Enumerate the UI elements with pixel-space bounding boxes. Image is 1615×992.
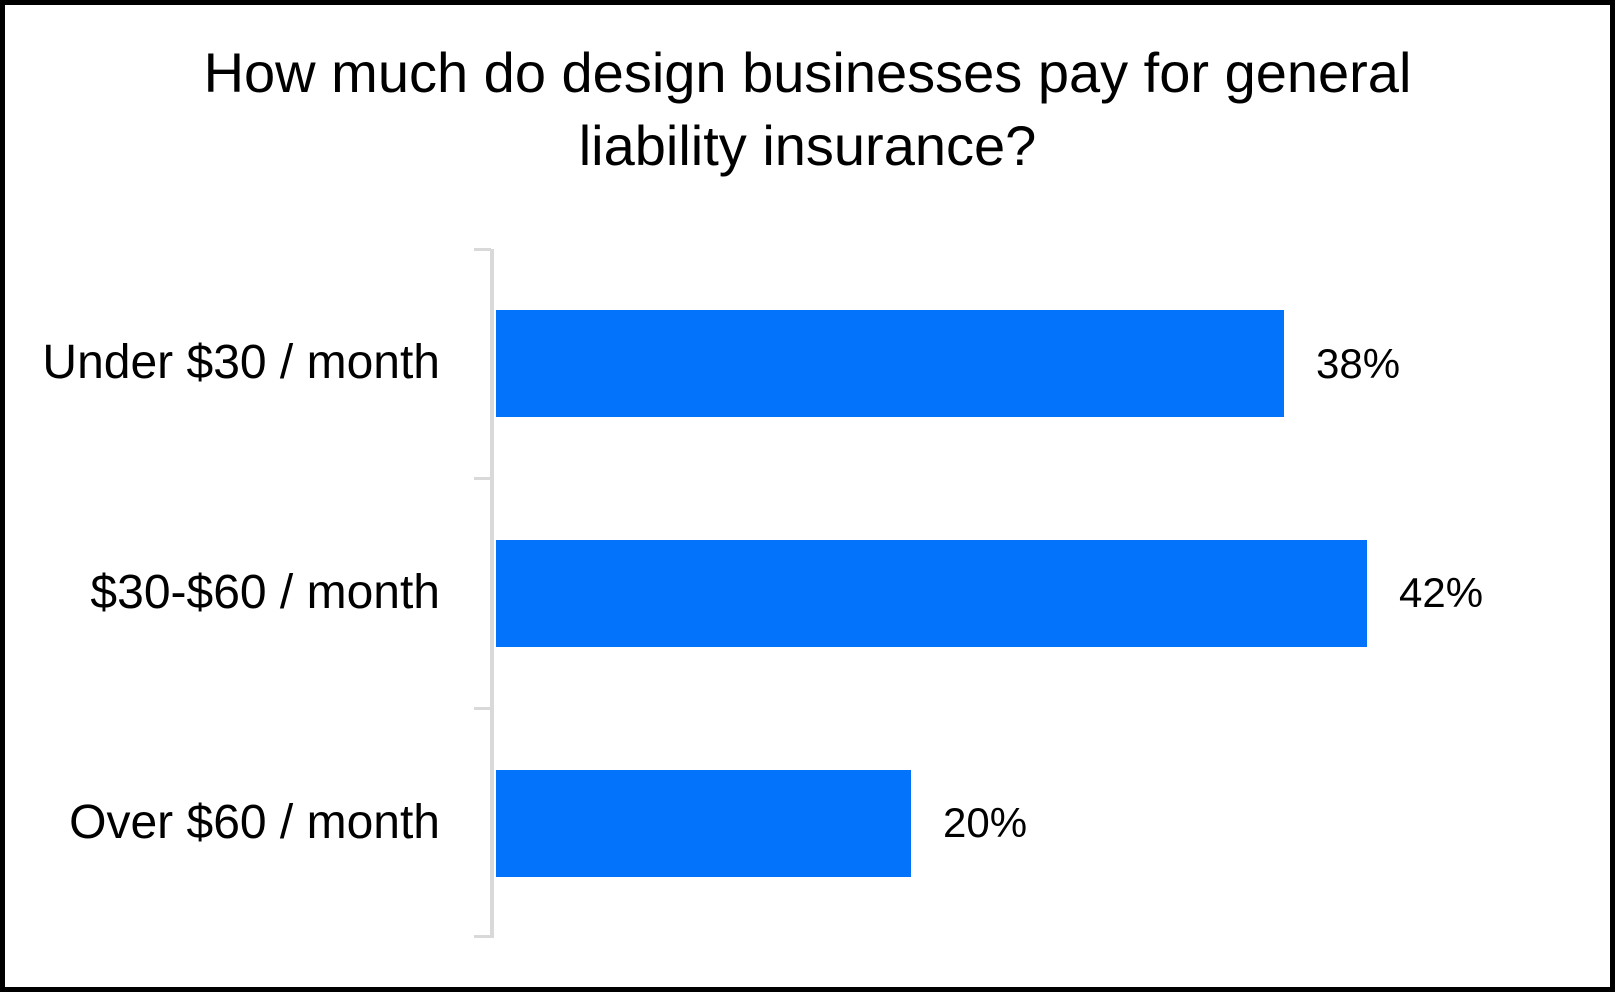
- bar-rows: Under $30 / month 38% $30-$60 / month 42…: [5, 249, 1610, 938]
- plot-area: Under $30 / month 38% $30-$60 / month 42…: [5, 248, 1610, 938]
- bar: [496, 310, 1284, 418]
- bar: [496, 539, 1367, 647]
- axis-tick: [474, 707, 491, 710]
- category-label: Under $30 / month: [42, 336, 440, 390]
- bar-row: Over $60 / month 20%: [5, 708, 1610, 938]
- y-axis-line: [490, 249, 494, 938]
- chart-title-line2: liability insurance?: [578, 113, 1037, 177]
- value-label: 42%: [1399, 569, 1484, 617]
- bar-row: Under $30 / month 38%: [5, 249, 1610, 479]
- axis-tick: [474, 477, 491, 480]
- bar: [496, 769, 911, 877]
- category-label: Over $60 / month: [69, 795, 440, 849]
- value-label: 38%: [1316, 339, 1401, 387]
- axis-tick: [474, 935, 491, 938]
- chart-title: How much do design businesses pay for ge…: [204, 37, 1412, 249]
- title-area: How much do design businesses pay for ge…: [5, 5, 1610, 249]
- chart-title-line1: How much do design businesses pay for ge…: [203, 41, 1412, 104]
- axis-tick: [474, 248, 491, 251]
- category-label: $30-$60 / month: [90, 566, 440, 620]
- value-label: 20%: [943, 799, 1028, 847]
- bar-zone: 38%: [490, 310, 1610, 418]
- bar-row: $30-$60 / month 42%: [5, 479, 1610, 709]
- bar-zone: 20%: [490, 769, 1610, 877]
- bar-zone: 42%: [490, 539, 1610, 647]
